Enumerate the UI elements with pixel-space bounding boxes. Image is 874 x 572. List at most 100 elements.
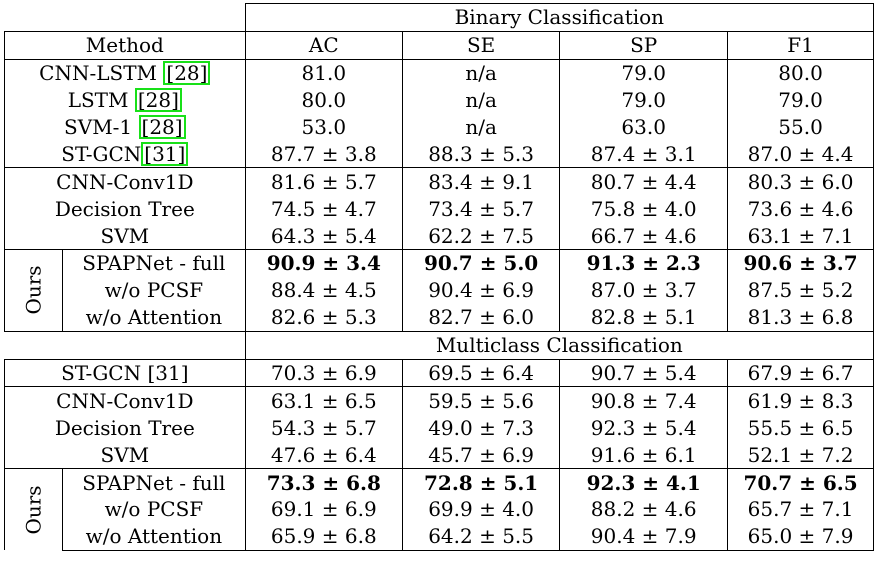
metric-cell-sp: 87.4 ± 3.1	[559, 140, 729, 168]
metric-header-ac: AC	[244, 30, 403, 60]
table-row: ST-GCN [31] 70.3 ± 6.9 69.5 ± 6.4 90.7 ± 5.…	[4, 358, 874, 387]
metric-cell-ac: 47.6 ± 6.4	[244, 441, 403, 469]
metric-cell-f1: 52.1 ± 7.2	[727, 441, 874, 469]
table-row: CNN-Conv1D 63.1 ± 6.5 59.5 ± 5.6 90.8 ± 7.4…	[4, 386, 874, 415]
method-name: ST-GCN	[61, 361, 142, 386]
metric-cell-se: 73.4 ± 5.7	[401, 195, 561, 223]
metric-cell-se: 69.5 ± 6.4	[401, 358, 561, 387]
table-row: CNN-LSTM [28] 81.0 n/a 79.0 80.0	[4, 58, 874, 87]
metric-cell-ac: 53.0	[244, 113, 403, 141]
metric-cell-se: 88.3 ± 5.3	[401, 140, 561, 168]
metric-header-sp: SP	[559, 30, 729, 60]
results-table: Binary Classification Method AC SE SP F1 CNN-L…	[3, 3, 874, 551]
method-header: Method	[4, 30, 246, 60]
table-row: SVM 64.3 ± 5.4 62.2 ± 7.5 66.7 ± 4.6 63.1 ± …	[4, 222, 874, 250]
metric-cell-ac: 88.4 ± 4.5	[244, 276, 403, 304]
method-cell: ST-GCN [31]	[4, 140, 246, 168]
table-row: Ours SPAPNet - full 90.9 ± 3.4 90.7 ± 5.0 91…	[3, 249, 874, 332]
metric-cell-se: 45.7 ± 6.9	[401, 441, 561, 469]
metric-cell-se: 49.0 ± 7.3	[401, 414, 561, 442]
table-row: SVM-1 [28] 53.0 n/a 63.0 55.0	[4, 113, 874, 141]
metric-cell-ac: 65.9 ± 6.8	[244, 522, 403, 551]
metric-cell-sp: 90.7 ± 5.4	[559, 358, 729, 387]
method-cell: w/o PCSF	[62, 496, 246, 523]
metric-header-f1: F1	[727, 30, 874, 60]
metric-cell-se: n/a	[401, 113, 561, 141]
method-cell: CNN-LSTM [28]	[4, 58, 246, 87]
citation-ref: [28]	[134, 88, 182, 113]
method-cell: LSTM [28]	[4, 86, 246, 114]
metric-cell-sp: 87.0 ± 3.7	[559, 276, 729, 304]
metric-cell-f1: 90.6 ± 3.7	[727, 249, 874, 277]
metric-cell-ac: 87.7 ± 3.8	[244, 140, 403, 168]
table-row: w/o PCSF 69.1 ± 6.9 69.9 ± 4.0 88.2 ± 4.6 65…	[5, 496, 874, 523]
metric-cell-ac: 63.1 ± 6.5	[244, 386, 403, 415]
metric-cell-se: 64.2 ± 5.5	[401, 522, 561, 551]
metric-cell-ac: 73.3 ± 6.8	[244, 468, 403, 497]
metric-cell-ac: 74.5 ± 4.7	[244, 195, 403, 223]
method-name: SVM-1	[64, 115, 133, 139]
metric-cell-sp: 92.3 ± 5.4	[559, 414, 729, 442]
metric-cell-ac: 54.3 ± 5.7	[244, 414, 403, 442]
method-cell: SPAPNet - full	[62, 249, 246, 277]
metric-cell-f1: 87.0 ± 4.4	[727, 140, 874, 168]
table-row: CNN-Conv1D 81.6 ± 5.7 83.4 ± 9.1 80.7 ± 4.4…	[4, 167, 874, 196]
table-row: w/o PCSF 88.4 ± 4.5 90.4 ± 6.9 87.0 ± 3.7 87…	[5, 276, 874, 304]
metric-cell-f1: 79.0	[727, 86, 874, 114]
metric-cell-sp: 79.0	[559, 58, 729, 87]
metric-cell-ac: 64.3 ± 5.4	[244, 222, 403, 250]
binary-classification-header: Binary Classification	[244, 3, 874, 32]
metric-cell-f1: 61.9 ± 8.3	[727, 386, 874, 415]
ours-group-label: Ours	[3, 468, 64, 551]
metric-cell-se: n/a	[401, 58, 561, 87]
metric-cell-f1: 65.7 ± 7.1	[727, 496, 874, 523]
method-cell: w/o Attention	[62, 522, 246, 551]
metric-cell-se: 69.9 ± 4.0	[401, 496, 561, 523]
method-name: LSTM	[67, 88, 129, 113]
metric-cell-sp: 92.3 ± 4.1	[559, 468, 729, 497]
corner-blank-cell	[4, 3, 246, 32]
metric-cell-sp: 91.6 ± 6.1	[559, 441, 729, 469]
table-row: w/o Attention 82.6 ± 5.3 82.7 ± 6.0 82.8 ± …	[5, 303, 874, 332]
metric-cell-f1: 73.6 ± 4.6	[727, 195, 874, 223]
metric-cell-f1: 87.5 ± 5.2	[727, 276, 874, 304]
metric-cell-ac: 70.3 ± 6.9	[244, 358, 403, 387]
metric-header-row: Method AC SE SP F1	[4, 30, 874, 60]
metric-cell-se: 62.2 ± 7.5	[401, 222, 561, 250]
method-cell: CNN-Conv1D	[4, 167, 246, 196]
metric-cell-f1: 55.5 ± 6.5	[727, 414, 874, 442]
table-row: SVM 47.6 ± 6.4 45.7 ± 6.9 91.6 ± 6.1 52.1 ± …	[4, 441, 874, 469]
metric-cell-se: n/a	[401, 86, 561, 114]
table-row: Decision Tree 74.5 ± 4.7 73.4 ± 5.7 75.8 ± …	[4, 195, 874, 223]
metric-cell-se: 72.8 ± 5.1	[401, 468, 561, 497]
citation-ref: [28]	[138, 115, 186, 139]
metric-cell-se: 83.4 ± 9.1	[401, 167, 561, 196]
table-row: w/o Attention 65.9 ± 6.8 64.2 ± 5.5 90.4 ± …	[5, 522, 874, 551]
metric-cell-f1: 70.7 ± 6.5	[727, 468, 874, 497]
corner-blank-cell	[4, 330, 246, 360]
metric-cell-f1: 80.0	[727, 58, 874, 87]
citation-ref: [28]	[163, 61, 211, 86]
method-cell: Decision Tree	[4, 414, 246, 442]
multiclass-classification-header-row: Multiclass Classification	[4, 330, 874, 360]
metric-cell-se: 82.7 ± 6.0	[401, 303, 561, 332]
method-cell: SPAPNet - full	[62, 468, 246, 497]
metric-cell-f1: 67.9 ± 6.7	[727, 358, 874, 387]
metric-cell-sp: 82.8 ± 5.1	[559, 303, 729, 332]
method-name: CNN-LSTM	[39, 61, 158, 86]
method-cell: CNN-Conv1D	[4, 386, 246, 415]
metric-cell-f1: 65.0 ± 7.9	[727, 522, 874, 551]
multiclass-classification-header: Multiclass Classification	[244, 330, 874, 360]
metric-cell-sp: 80.7 ± 4.4	[559, 167, 729, 196]
metric-cell-ac: 90.9 ± 3.4	[244, 249, 403, 277]
method-name: ST-GCN	[61, 141, 142, 166]
metric-cell-sp: 91.3 ± 2.3	[559, 249, 729, 277]
metric-cell-se: 59.5 ± 5.6	[401, 386, 561, 415]
metric-cell-sp: 63.0	[559, 113, 729, 141]
table-row: Decision Tree 54.3 ± 5.7 49.0 ± 7.3 92.3 ± …	[4, 414, 874, 442]
method-cell: SVM-1 [28]	[4, 113, 246, 141]
results-table-body: Binary Classification Method AC SE SP F1 CNN-L…	[3, 3, 874, 551]
method-cell: ST-GCN [31]	[4, 358, 246, 387]
metric-cell-ac: 69.1 ± 6.9	[244, 496, 403, 523]
metric-cell-sp: 66.7 ± 4.6	[559, 222, 729, 250]
